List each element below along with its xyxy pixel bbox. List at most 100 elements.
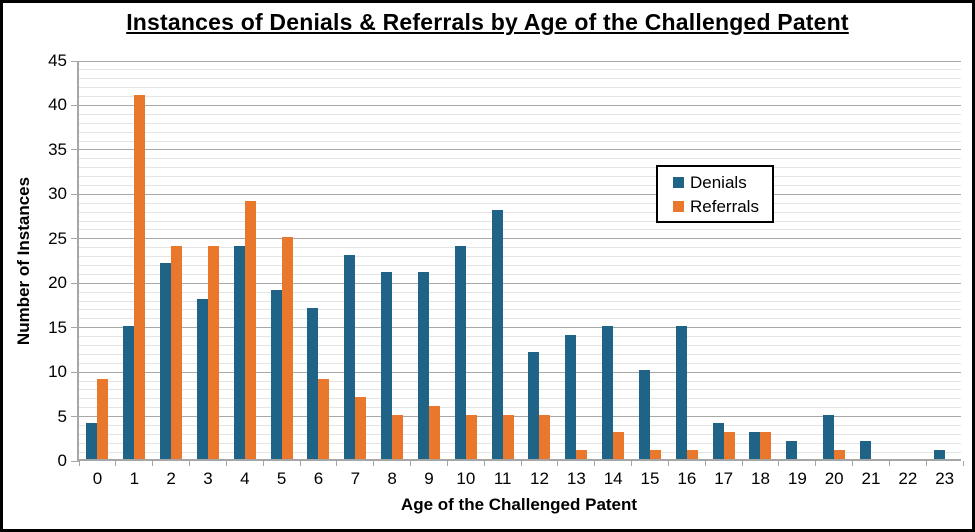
bar-referrals-15 bbox=[649, 450, 661, 459]
x-axis-tick bbox=[410, 461, 411, 466]
bar-denials-21 bbox=[859, 441, 871, 459]
x-tick-label: 21 bbox=[861, 469, 881, 488]
x-axis-tick bbox=[925, 461, 927, 466]
bar-referrals-10 bbox=[465, 414, 477, 459]
bar-referrals-18 bbox=[760, 432, 772, 459]
legend: Denials Referrals bbox=[656, 165, 774, 223]
bar-denials-6 bbox=[307, 307, 319, 459]
bar-denials-12 bbox=[528, 352, 540, 459]
y-axis-tick bbox=[71, 149, 79, 151]
y-tick-label: 30 bbox=[48, 184, 67, 204]
gridline-major bbox=[79, 193, 961, 195]
x-tick-label: 1 bbox=[129, 469, 140, 488]
gridline-minor bbox=[79, 273, 961, 275]
y-tick-label: 15 bbox=[48, 317, 67, 337]
x-tick-label: 20 bbox=[824, 469, 844, 488]
x-axis-tick bbox=[741, 461, 743, 466]
x-axis-tick bbox=[520, 461, 522, 466]
bar-referrals-12 bbox=[539, 414, 551, 459]
bar-denials-0 bbox=[86, 423, 98, 459]
x-tick-label: 7 bbox=[350, 469, 361, 488]
gridline-minor bbox=[79, 131, 961, 133]
y-axis-tick bbox=[71, 327, 79, 329]
bar-referrals-7 bbox=[355, 396, 367, 459]
x-tick-label: 2 bbox=[166, 469, 176, 488]
x-tick-label: 3 bbox=[203, 469, 213, 488]
bar-referrals-17 bbox=[723, 432, 735, 459]
bar-denials-19 bbox=[786, 441, 798, 459]
gridline-minor bbox=[79, 96, 961, 98]
x-tick-label: 8 bbox=[387, 469, 397, 488]
gridline-major bbox=[79, 327, 961, 329]
bar-referrals-3 bbox=[207, 245, 219, 459]
bar-referrals-11 bbox=[502, 414, 514, 459]
gridline-minor bbox=[79, 300, 961, 302]
gridline-minor bbox=[79, 176, 961, 178]
gridline-minor bbox=[79, 433, 961, 435]
x-axis-tick bbox=[189, 461, 190, 466]
x-axis-tick bbox=[78, 461, 80, 466]
bar-referrals-6 bbox=[318, 379, 330, 459]
bar-denials-16 bbox=[675, 325, 687, 459]
chart-title: Instances of Denials & Referrals by Age … bbox=[126, 9, 849, 35]
gridline-minor bbox=[79, 211, 961, 213]
gridline-minor bbox=[79, 424, 961, 426]
x-axis-tick bbox=[962, 461, 964, 466]
bar-denials-9 bbox=[417, 272, 429, 459]
gridline-minor bbox=[79, 264, 961, 266]
plot-area: 0 5 10 15 20 25 30 35 40 45 0 1 2 3 4 5 6 7 8 9 10 11 12 13 14 15… bbox=[48, 51, 964, 488]
y-axis-tick bbox=[71, 238, 79, 240]
x-axis-title: Age of the Challenged Patent bbox=[400, 495, 638, 514]
x-tick-label: 4 bbox=[240, 469, 250, 488]
x-axis-tick bbox=[815, 461, 817, 466]
gridline-major bbox=[79, 60, 961, 62]
x-tick-label: 13 bbox=[566, 469, 586, 488]
gridline-minor bbox=[79, 398, 961, 400]
gridline-minor bbox=[79, 87, 961, 89]
bar-referrals-1 bbox=[134, 94, 146, 459]
gridline-minor bbox=[79, 220, 961, 222]
x-tick-label: 11 bbox=[493, 469, 512, 488]
legend-label: Referrals bbox=[690, 196, 759, 216]
gridline-major bbox=[79, 371, 961, 373]
x-axis-tick bbox=[852, 461, 853, 466]
y-axis-tick bbox=[71, 60, 79, 62]
bar-denials-18 bbox=[749, 432, 761, 459]
x-tick-label: 6 bbox=[313, 469, 324, 488]
x-axis-tick bbox=[631, 461, 632, 466]
gridline-minor bbox=[79, 407, 961, 409]
x-axis-tick bbox=[557, 461, 559, 466]
bar-referrals-13 bbox=[576, 450, 588, 459]
y-tick-label: 25 bbox=[48, 228, 67, 248]
x-tick-label: 19 bbox=[787, 469, 807, 488]
x-tick-label: 12 bbox=[530, 469, 549, 488]
legend-swatch-referrals bbox=[673, 200, 684, 212]
bar-denials-23 bbox=[933, 450, 945, 459]
bar-denials-10 bbox=[454, 245, 466, 459]
legend-item-referrals: Referrals bbox=[673, 198, 772, 215]
y-axis-title-wrap: Number of Instances bbox=[3, 61, 45, 461]
x-axis-tick bbox=[262, 461, 264, 466]
bar-denials-1 bbox=[123, 325, 135, 459]
x-axis-tick bbox=[446, 461, 448, 466]
bar-denials-4 bbox=[233, 245, 245, 459]
y-tick-label: 45 bbox=[48, 51, 67, 70]
x-axis-tick bbox=[667, 461, 669, 466]
x-axis-tick bbox=[225, 461, 227, 466]
gridline-minor bbox=[79, 380, 961, 382]
x-axis-tick bbox=[115, 461, 117, 466]
x-axis-tick bbox=[299, 461, 301, 466]
gridline-minor bbox=[79, 442, 961, 444]
x-tick-label: 14 bbox=[603, 469, 623, 488]
x-tick-label: 16 bbox=[677, 469, 697, 488]
gridline-major bbox=[79, 238, 961, 240]
x-axis-tick bbox=[594, 461, 596, 466]
x-axis-tick bbox=[483, 461, 485, 466]
gridline-minor bbox=[79, 353, 961, 355]
bar-denials-20 bbox=[823, 414, 835, 459]
x-axis-tick bbox=[704, 461, 706, 466]
bar-referrals-16 bbox=[686, 450, 698, 459]
gridline-minor bbox=[79, 451, 961, 453]
gridline-minor bbox=[79, 202, 961, 204]
x-tick-label: 18 bbox=[751, 469, 770, 488]
